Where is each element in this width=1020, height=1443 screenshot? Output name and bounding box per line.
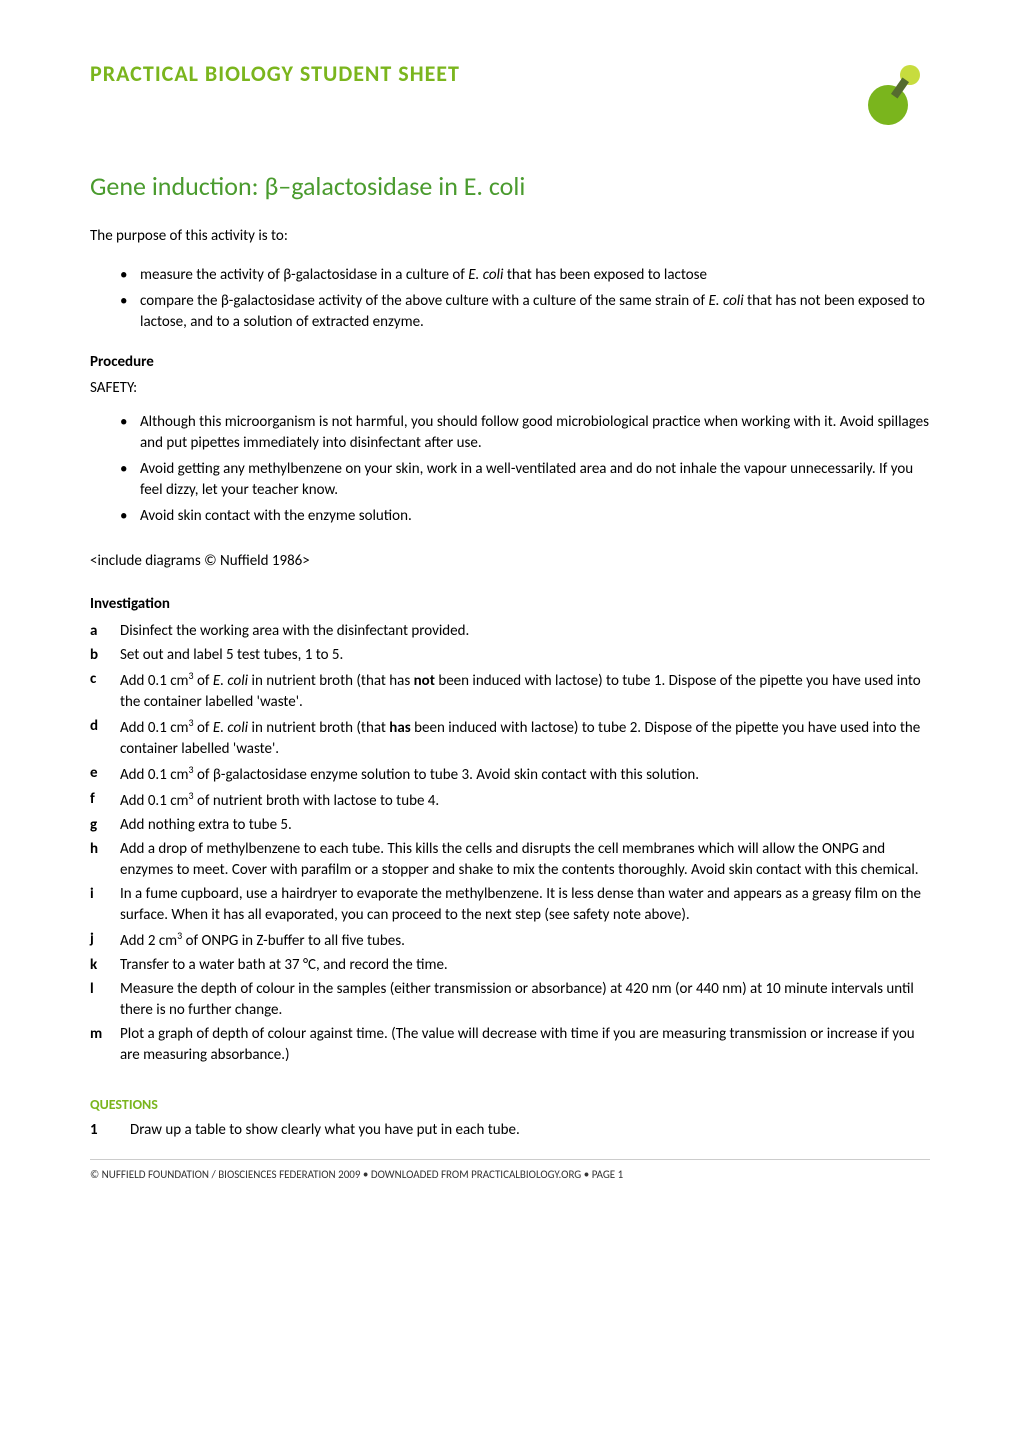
procedure-heading: Procedure (90, 353, 930, 371)
investigation-step: aDisinfect the working area with the dis… (90, 621, 930, 642)
step-text: Add 0.1 cm3 of nutrient broth with lacto… (120, 789, 930, 812)
step-text: In a fume cupboard, use a hairdryer to e… (120, 884, 930, 926)
safety-label: SAFETY: (90, 379, 930, 397)
investigation-step: dAdd 0.1 cm3 of E. coli in nutrient brot… (90, 716, 930, 760)
step-text: Add 0.1 cm3 of β-galactosidase enzyme so… (120, 763, 930, 786)
header-title: PRACTICAL BIOLOGY STUDENT SHEET (90, 60, 460, 87)
question-text: Draw up a table to show clearly what you… (130, 1121, 520, 1139)
safety-bullet: Although this microorganism is not harmf… (120, 412, 930, 454)
main-title: Gene induction: β–galactosidase in E. co… (90, 170, 930, 202)
safety-bullet: Avoid skin contact with the enzyme solut… (120, 506, 930, 527)
investigation-step: hAdd a drop of methylbenzene to each tub… (90, 839, 930, 881)
step-text: Plot a graph of depth of colour against … (120, 1024, 930, 1066)
investigation-step: lMeasure the depth of colour in the samp… (90, 979, 930, 1021)
purpose-bullet: compare the β-galactosidase activity of … (120, 291, 930, 333)
step-text: Add a drop of methylbenzene to each tube… (120, 839, 930, 881)
step-text: Measure the depth of colour in the sampl… (120, 979, 930, 1021)
step-letter: m (90, 1024, 120, 1066)
investigation-step: gAdd nothing extra to tube 5. (90, 815, 930, 836)
step-letter: l (90, 979, 120, 1021)
logo-icon (860, 60, 930, 130)
safety-bullet: Avoid getting any methylbenzene on your … (120, 459, 930, 501)
step-letter: k (90, 955, 120, 976)
purpose-bullet: measure the activity of β-galactosidase … (120, 265, 930, 286)
investigation-heading: Investigation (90, 595, 930, 613)
step-text: Add nothing extra to tube 5. (120, 815, 930, 836)
step-letter: j (90, 929, 120, 952)
step-text: Set out and label 5 test tubes, 1 to 5. (120, 645, 930, 666)
investigation-step: iIn a fume cupboard, use a hairdryer to … (90, 884, 930, 926)
question-item: 1Draw up a table to show clearly what yo… (90, 1121, 930, 1139)
safety-list: Although this microorganism is not harmf… (90, 412, 930, 527)
page-header: PRACTICAL BIOLOGY STUDENT SHEET (90, 60, 930, 130)
page-footer: © NUFFIELD FOUNDATION / BIOSCIENCES FEDE… (90, 1159, 930, 1181)
investigation-steps: aDisinfect the working area with the dis… (90, 621, 930, 1066)
investigation-step: kTransfer to a water bath at 37 °C, and … (90, 955, 930, 976)
include-note: <include diagrams © Nuffield 1986> (90, 552, 930, 570)
step-text: Add 0.1 cm3 of E. coli in nutrient broth… (120, 716, 930, 760)
step-letter: h (90, 839, 120, 881)
investigation-step: fAdd 0.1 cm3 of nutrient broth with lact… (90, 789, 930, 812)
step-letter: b (90, 645, 120, 666)
footer-text: © NUFFIELD FOUNDATION / BIOSCIENCES FEDE… (90, 1168, 623, 1181)
step-letter: f (90, 789, 120, 812)
step-letter: e (90, 763, 120, 786)
step-text: Add 2 cm3 of ONPG in Z-buffer to all fiv… (120, 929, 930, 952)
purpose-list: measure the activity of β-galactosidase … (90, 265, 930, 333)
step-letter: d (90, 716, 120, 760)
investigation-step: cAdd 0.1 cm3 of E. coli in nutrient brot… (90, 669, 930, 713)
investigation-step: eAdd 0.1 cm3 of β-galactosidase enzyme s… (90, 763, 930, 786)
intro-text: The purpose of this activity is to: (90, 227, 930, 245)
investigation-step: jAdd 2 cm3 of ONPG in Z-buffer to all fi… (90, 929, 930, 952)
step-letter: a (90, 621, 120, 642)
questions-list: 1Draw up a table to show clearly what yo… (90, 1121, 930, 1139)
step-text: Disinfect the working area with the disi… (120, 621, 930, 642)
step-text: Transfer to a water bath at 37 °C, and r… (120, 955, 930, 976)
step-letter: i (90, 884, 120, 926)
step-letter: c (90, 669, 120, 713)
step-letter: g (90, 815, 120, 836)
investigation-step: mPlot a graph of depth of colour against… (90, 1024, 930, 1066)
investigation-step: bSet out and label 5 test tubes, 1 to 5. (90, 645, 930, 666)
questions-heading: QUESTIONS (90, 1096, 930, 1113)
question-number: 1 (90, 1121, 130, 1139)
step-text: Add 0.1 cm3 of E. coli in nutrient broth… (120, 669, 930, 713)
